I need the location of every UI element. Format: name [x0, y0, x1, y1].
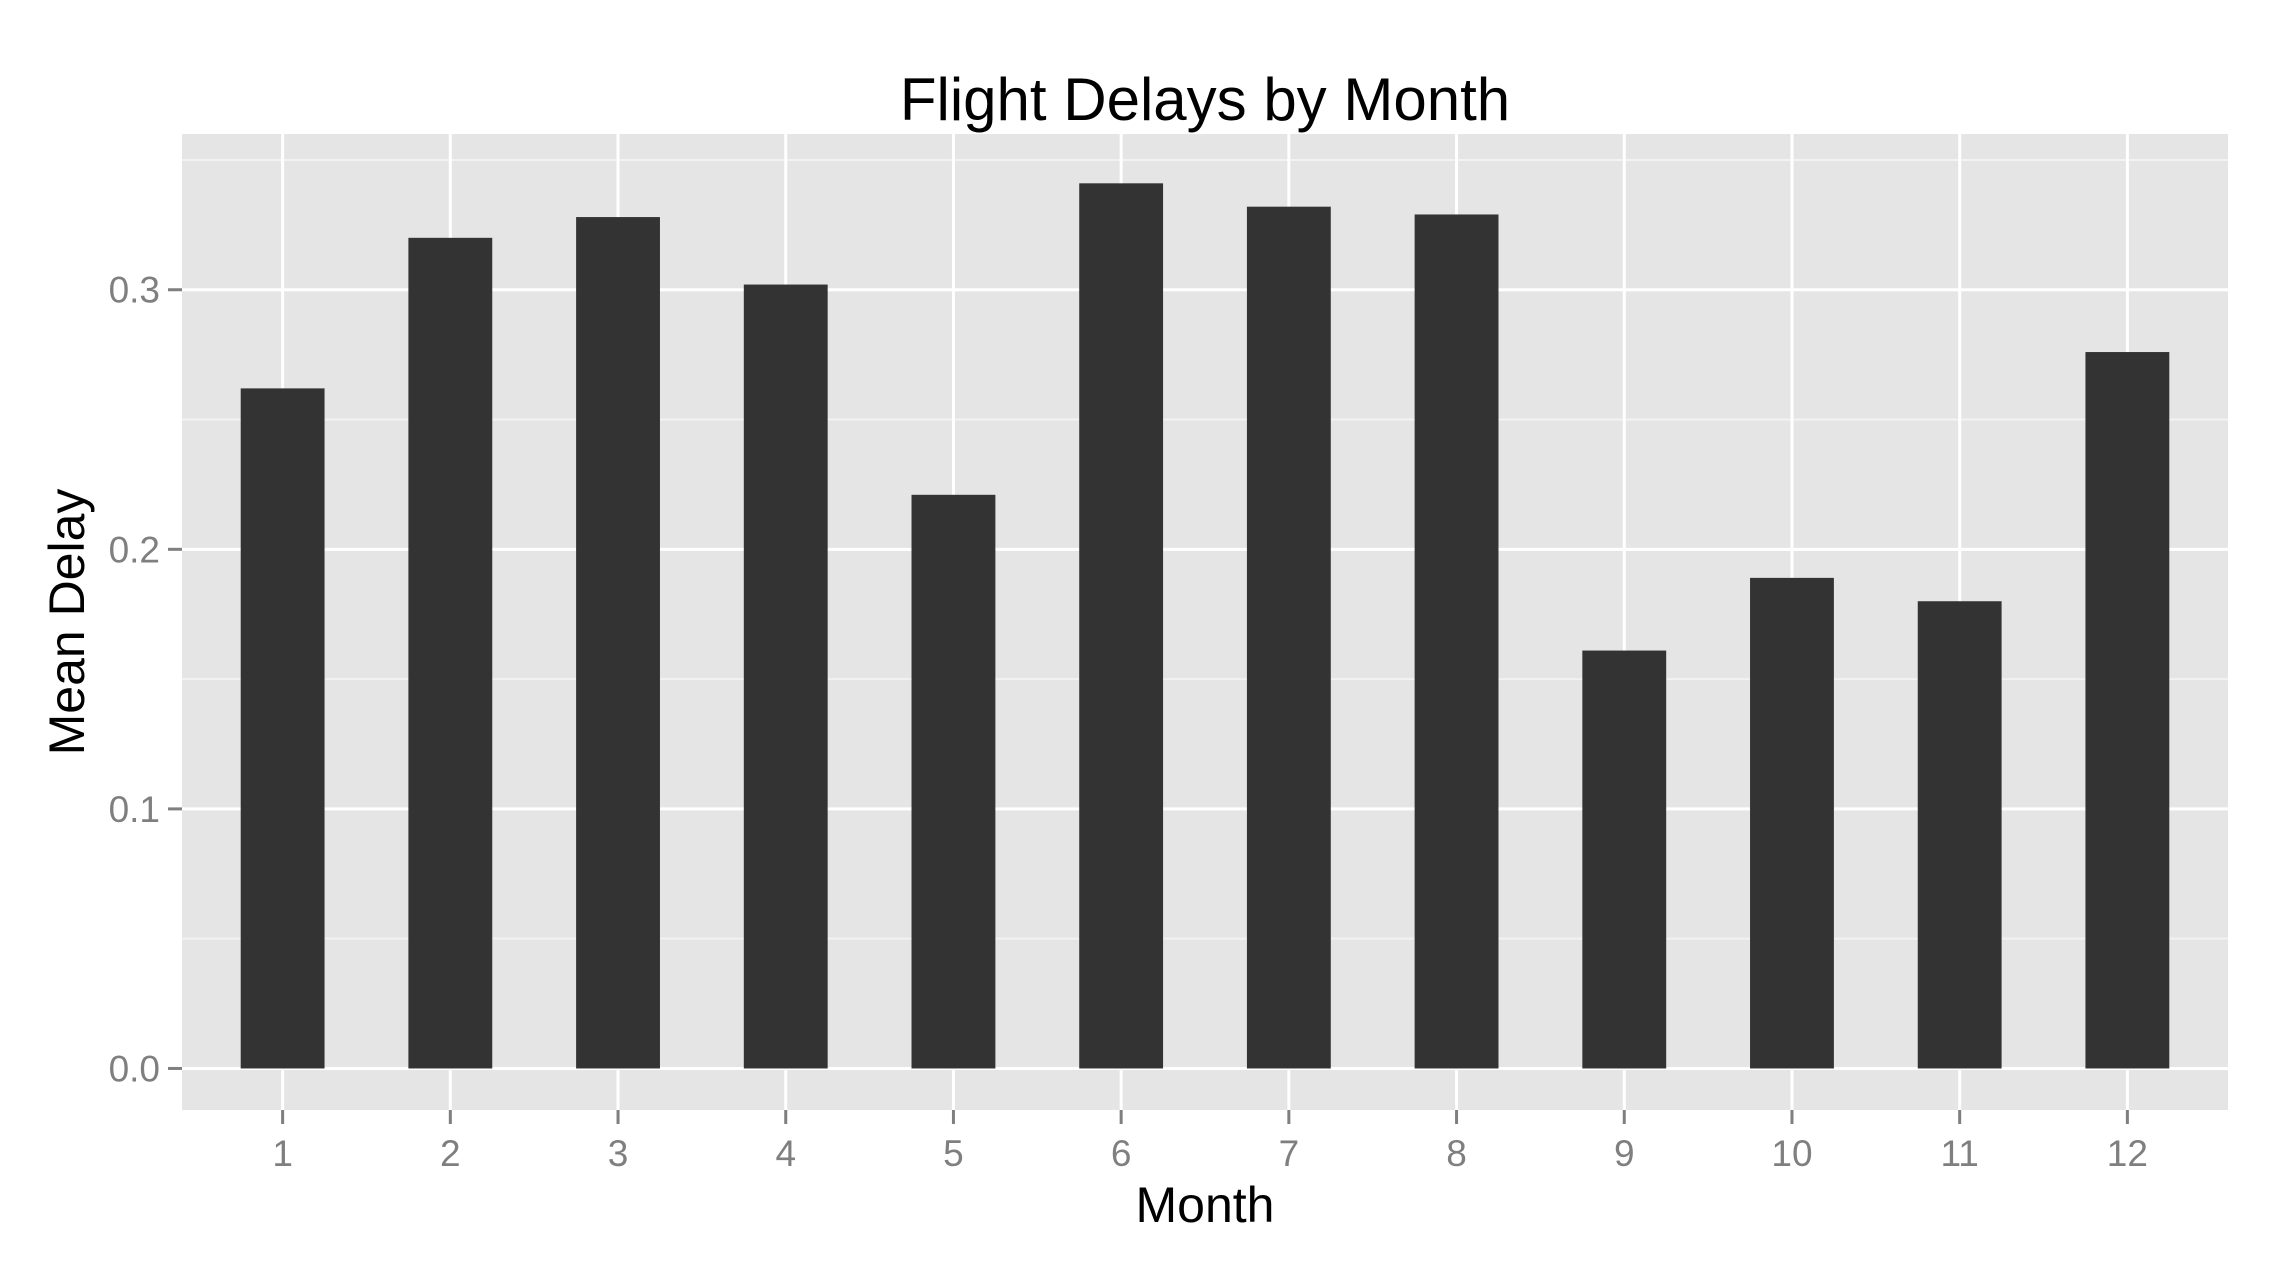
x-axis: 1 2 3 4 5 6 7 8 9 10 11 12 [272, 1110, 2148, 1174]
x-tick-label: 6 [1111, 1133, 1132, 1174]
bar-month-2 [408, 237, 493, 1069]
bar-month-12 [2085, 352, 2170, 1069]
x-tick-label: 8 [1446, 1133, 1467, 1174]
bar-month-9 [1582, 650, 1667, 1069]
bar-month-3 [576, 217, 660, 1069]
chart-title: Flight Delays by Month [900, 66, 1510, 133]
bar-month-4 [743, 284, 828, 1069]
y-tick-label: 0.0 [109, 1048, 160, 1089]
x-tick-label: 3 [608, 1133, 629, 1174]
x-tick-label: 5 [943, 1133, 964, 1174]
bar-month-11 [1917, 601, 2002, 1069]
x-tick-label: 12 [2107, 1133, 2148, 1174]
x-tick-label: 1 [272, 1133, 293, 1174]
x-tick-label: 7 [1279, 1133, 1300, 1174]
minor-gridlines [182, 158, 2228, 940]
bar-month-1 [240, 388, 325, 1069]
bar-month-6 [1079, 183, 1164, 1069]
bars [240, 183, 2170, 1069]
bar-month-5 [911, 494, 996, 1069]
x-tick-label: 2 [440, 1133, 461, 1174]
y-axis: 0.0 0.1 0.2 0.3 [109, 270, 182, 1089]
bar-month-10 [1750, 577, 1834, 1069]
bar-month-7 [1246, 206, 1331, 1069]
bar-month-8 [1414, 214, 1499, 1069]
x-axis-title: Month [1136, 1177, 1275, 1233]
x-tick-label: 4 [775, 1133, 796, 1174]
y-tick-label: 0.2 [109, 529, 160, 570]
y-tick-label: 0.3 [109, 270, 160, 311]
y-tick-label: 0.1 [109, 789, 160, 830]
y-axis-title: Mean Delay [39, 489, 95, 756]
x-tick-label: 11 [1940, 1133, 1978, 1174]
plot-panel [182, 134, 2228, 1110]
x-tick-label: 9 [1614, 1133, 1635, 1174]
x-tick-label: 10 [1771, 1133, 1812, 1174]
